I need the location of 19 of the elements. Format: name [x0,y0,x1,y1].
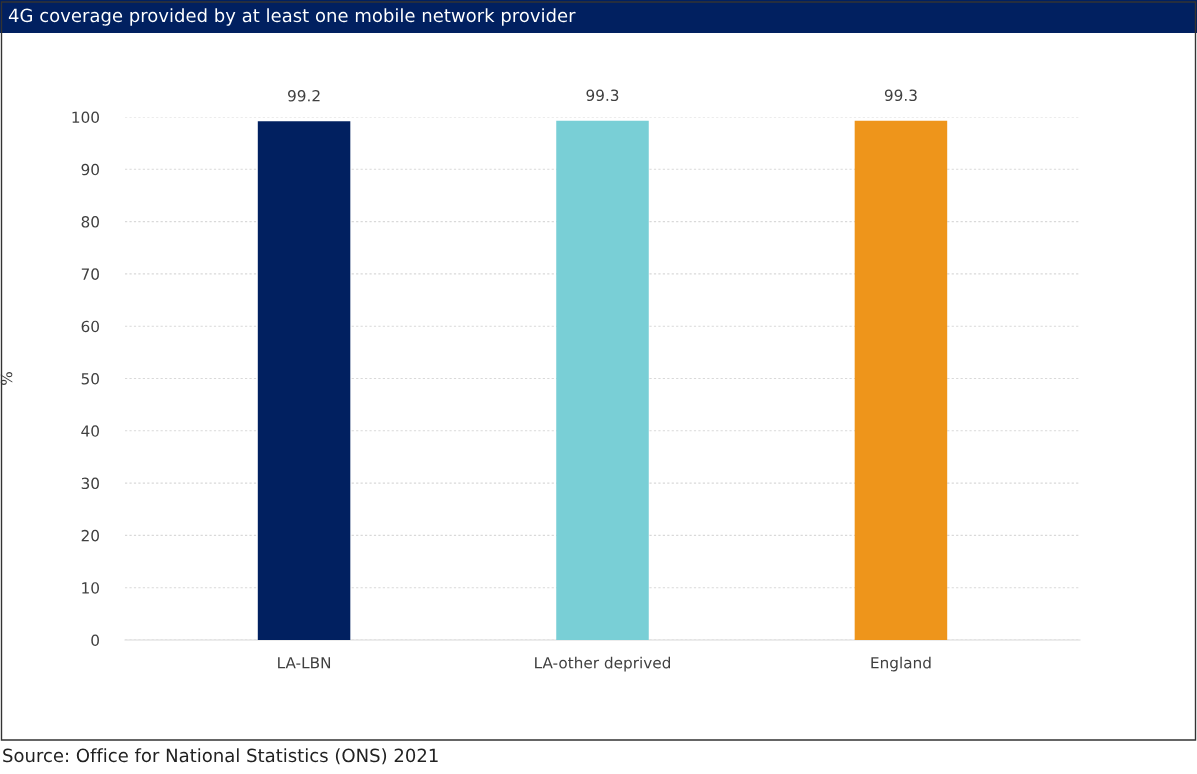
x-tick-label: LA-other deprived [535,656,670,672]
x-tick-label: England [871,656,931,672]
y-tick-label: 50 [81,372,99,385]
y-tick-label: 0 [91,634,99,647]
y-tick-label: 80 [81,216,99,228]
y-tick-label: 30 [81,477,99,490]
y-tick-label: 40 [81,425,99,437]
data-label: 99.3 [884,89,917,102]
data-label: 99.2 [288,90,320,102]
x-tick-label: LA-LBN [278,657,331,669]
source-note: Source: Office for National Statistics (ONS) 2021 [3,748,438,765]
y-tick-label: 60 [81,320,99,333]
y-tick-label: 10 [82,582,99,594]
chart-title: 4G coverage provided by at least one mobile network provider [8,8,576,26]
y-tick-label: 70 [81,268,99,280]
y-tick-label: 20 [81,529,99,542]
data-label: 99.3 [586,89,619,102]
y-tick-label: 100 [72,111,99,124]
y-tick-label: 90 [81,163,99,176]
